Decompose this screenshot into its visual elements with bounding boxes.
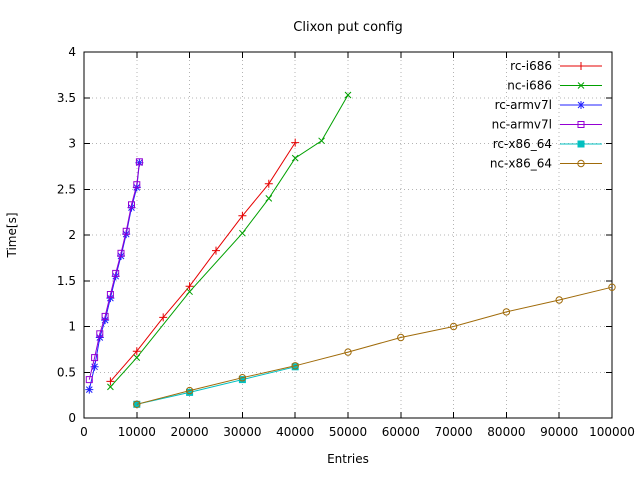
series-marker-nc-i686 <box>133 354 141 361</box>
series-line-nc-x86_64 <box>136 286 613 405</box>
series-marker-nc-x86_64 <box>397 333 405 342</box>
x-tick-label: 20000 <box>171 425 209 439</box>
x-tick-label: 0 <box>80 425 88 439</box>
legend-marker-rc-i686 <box>577 62 585 70</box>
series-marker-nc-i686 <box>344 91 352 99</box>
x-tick-label: 80000 <box>487 425 525 439</box>
legend-label-rc-x86_64: rc-x86_64 <box>493 137 552 151</box>
series-marker-nc-armv7l <box>85 376 93 384</box>
series-marker-nc-armv7l <box>96 330 104 338</box>
series-marker-nc-armv7l <box>128 201 135 209</box>
series-marker-nc-armv7l <box>101 312 109 320</box>
plot-area: 0 10000 20000 30000 40000 50000 60000 70000 8000… <box>57 45 635 439</box>
series-marker-nc-armv7l <box>135 158 143 166</box>
series-marker-nc-i686 <box>239 229 246 237</box>
x-tick-label: 60000 <box>382 425 420 439</box>
x-tick-label: 30000 <box>223 425 261 439</box>
y-tick-label: 3 <box>68 137 76 151</box>
series-marker-nc-armv7l <box>122 227 130 235</box>
series-marker-rc-armv7l <box>85 385 94 394</box>
series-marker-rc-armv7l <box>95 333 104 342</box>
series-marker-nc-x86_64 <box>555 296 563 304</box>
series-line-nc-i686 <box>110 94 349 388</box>
series-marker-nc-x86_64 <box>291 362 299 370</box>
series-marker-rc-i686 <box>106 377 115 386</box>
series-line-rc-i686 <box>110 142 296 382</box>
legend-marker-rc-armv7l <box>577 101 585 109</box>
legend-marker-nc-armv7l <box>577 121 585 128</box>
series-line-nc-armv7l <box>88 161 140 380</box>
series-marker-rc-i686 <box>238 211 247 220</box>
series-marker-nc-x86_64 <box>608 283 616 291</box>
series-marker-nc-armv7l <box>106 291 114 298</box>
legend-marker-nc-i686 <box>577 82 585 89</box>
series-marker-nc-x86_64 <box>238 374 247 382</box>
series-marker-rc-i686 <box>264 179 273 188</box>
legend-label-rc-i686: rc-i686 <box>510 59 552 73</box>
legend-label-nc-armv7l: nc-armv7l <box>492 118 552 132</box>
legend-label-nc-x86_64: nc-x86_64 <box>490 157 552 171</box>
series-marker-nc-x86_64 <box>502 308 511 316</box>
y-tick-label: 0 <box>68 411 76 425</box>
legend-marker-nc-x86_64 <box>577 159 585 168</box>
series-nc-armv7l <box>85 158 143 384</box>
legend-marker-rc-x86_64 <box>577 140 585 148</box>
series-marker-nc-x86_64 <box>449 322 458 331</box>
series-marker-nc-x86_64 <box>344 348 352 356</box>
series-marker-nc-i686 <box>318 137 325 145</box>
series-marker-rc-i686 <box>291 138 300 147</box>
series-marker-nc-armv7l <box>112 269 120 277</box>
series-marker-nc-i686 <box>186 288 193 296</box>
series-marker-nc-x86_64 <box>133 400 141 408</box>
series-marker-nc-armv7l <box>91 354 99 362</box>
y-tick-label: 3.5 <box>57 91 76 105</box>
y-tick-label: 2.5 <box>57 182 76 196</box>
legend-label-rc-armv7l: rc-armv7l <box>495 98 552 112</box>
x-tick-label: 70000 <box>435 425 473 439</box>
series-marker-nc-i686 <box>291 154 299 162</box>
y-axis-label: Time[s] <box>5 213 19 259</box>
series-marker-rc-i686 <box>212 246 220 255</box>
series-marker-nc-i686 <box>107 383 114 391</box>
y-tick-label: 1.5 <box>57 274 76 288</box>
x-tick-label: 40000 <box>276 425 314 439</box>
series-marker-rc-armv7l <box>90 362 99 371</box>
series-marker-rc-armv7l <box>101 316 110 325</box>
x-tick-label: 100000 <box>589 425 635 439</box>
chart-title: Clixon put config <box>293 20 402 35</box>
series-marker-nc-armv7l <box>133 181 141 189</box>
y-tick-label: 4 <box>68 45 76 59</box>
x-tick-label: 90000 <box>540 425 578 439</box>
series-rc-i686 <box>106 138 300 386</box>
y-tick-label: 2 <box>68 228 76 242</box>
series-line-rc-x86_64 <box>136 366 296 405</box>
series-marker-rc-armv7l <box>106 294 115 303</box>
series-marker-nc-i686 <box>265 195 273 202</box>
legend-label-nc-i686: nc-i686 <box>507 79 552 93</box>
x-axis-label: Entries <box>327 452 369 466</box>
series-marker-rc-i686 <box>132 347 141 356</box>
y-tick-label: 0.5 <box>57 365 76 379</box>
y-tick-label: 1 <box>68 320 76 334</box>
series-nc-i686 <box>107 91 352 391</box>
legend: rc-i686 nc-i686 rc-armv7l nc-armv7l rc-x86_6… <box>490 59 602 171</box>
series-marker-rc-i686 <box>185 282 194 291</box>
x-tick-label: 50000 <box>329 425 367 439</box>
series-marker-nc-x86_64 <box>185 386 194 395</box>
series-nc-x86_64 <box>133 283 616 408</box>
series-marker-rc-i686 <box>159 313 168 322</box>
x-tick-label: 10000 <box>118 425 156 439</box>
series-marker-nc-armv7l <box>117 249 125 257</box>
